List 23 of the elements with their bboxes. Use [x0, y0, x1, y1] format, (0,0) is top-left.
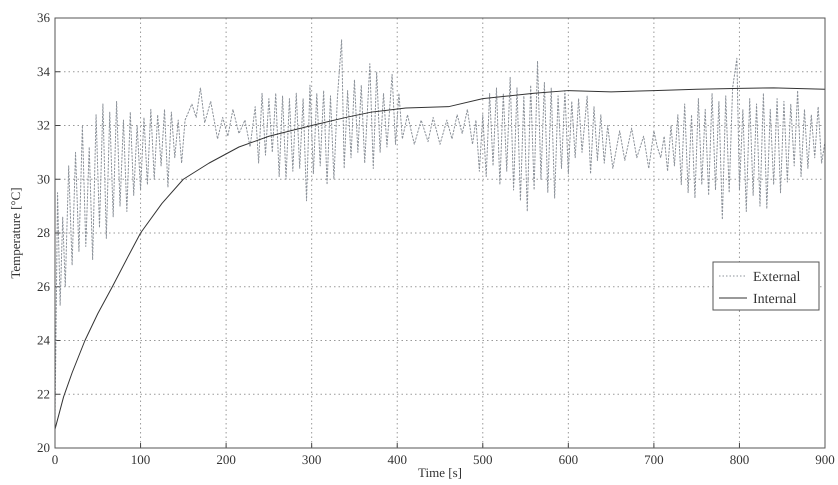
y-axis-title: Temperature [°C] [8, 187, 23, 279]
x-tick-label: 400 [387, 452, 407, 467]
y-tick-label: 20 [37, 440, 50, 455]
y-tick-label: 24 [37, 332, 50, 348]
x-tick-label: 800 [730, 452, 750, 467]
y-tick-label: 36 [37, 10, 50, 25]
x-tick-label: 500 [473, 452, 493, 467]
x-tick-label: 300 [302, 452, 322, 467]
x-tick-label: 700 [644, 452, 664, 467]
x-tick-label: 100 [130, 452, 150, 467]
x-tick-label: 600 [558, 452, 578, 467]
x-tick-label: 0 [52, 452, 58, 467]
y-tick-label: 28 [37, 225, 50, 240]
legend-label: Internal [753, 292, 797, 307]
legend-label: External [753, 270, 801, 285]
x-tick-label: 200 [216, 452, 236, 467]
y-tick-label: 26 [37, 278, 50, 294]
x-axis-title: Time [s] [418, 465, 462, 480]
x-tick-label: 900 [815, 452, 835, 467]
y-tick-label: 30 [37, 171, 50, 186]
y-tick-label: 32 [37, 118, 50, 132]
y-tick-label: 22 [37, 386, 50, 402]
y-tick-label: 34 [37, 64, 50, 79]
